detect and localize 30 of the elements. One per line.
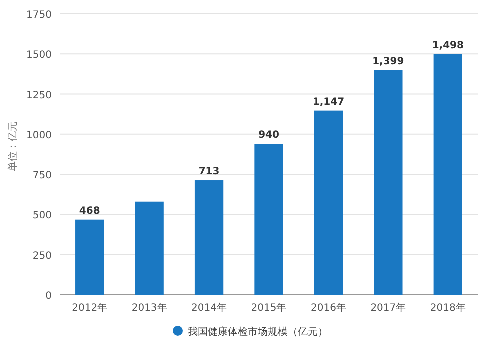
text: 940 [258, 130, 280, 142]
legend-label: 我国健康体检市场规模（亿元） [188, 326, 328, 338]
bar [314, 110, 344, 295]
bar [135, 202, 164, 295]
y-tick-label: 0 [46, 291, 52, 302]
x-tick-label: 2018年 [430, 302, 466, 314]
text: 1,399 [372, 56, 404, 68]
x-tick-label: 2016年 [310, 302, 346, 314]
y-axis-title: 单位：亿元 [7, 121, 19, 172]
y-tick-label: 750 [32, 170, 52, 182]
bar [76, 220, 104, 295]
text: 713 [198, 166, 220, 178]
x-tick-label: 2017年 [370, 302, 406, 314]
bar [254, 144, 284, 295]
y-tick-label: 1750 [26, 10, 52, 21]
x-tick-label: 2014年 [192, 302, 228, 314]
x-tick-label: 2012年 [72, 302, 108, 314]
x-tick-label: 2013年 [132, 302, 168, 314]
bar [374, 70, 403, 295]
y-tick-label: 250 [32, 250, 52, 262]
y-tick-label: 1000 [26, 130, 52, 142]
y-tick-label: 1250 [26, 90, 52, 102]
x-tick-label: 2015年 [251, 302, 287, 314]
text: 1,147 [312, 96, 345, 108]
y-tick-label: 1500 [26, 50, 52, 62]
bar [194, 180, 224, 295]
y-tick-label: 500 [32, 210, 52, 222]
text: 1,498 [432, 40, 464, 52]
bar [434, 54, 462, 295]
text: 468 [79, 206, 100, 217]
